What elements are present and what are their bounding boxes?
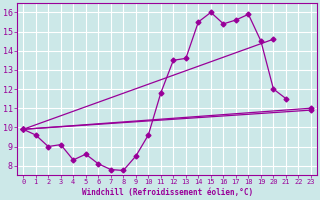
X-axis label: Windchill (Refroidissement éolien,°C): Windchill (Refroidissement éolien,°C)	[82, 188, 253, 197]
